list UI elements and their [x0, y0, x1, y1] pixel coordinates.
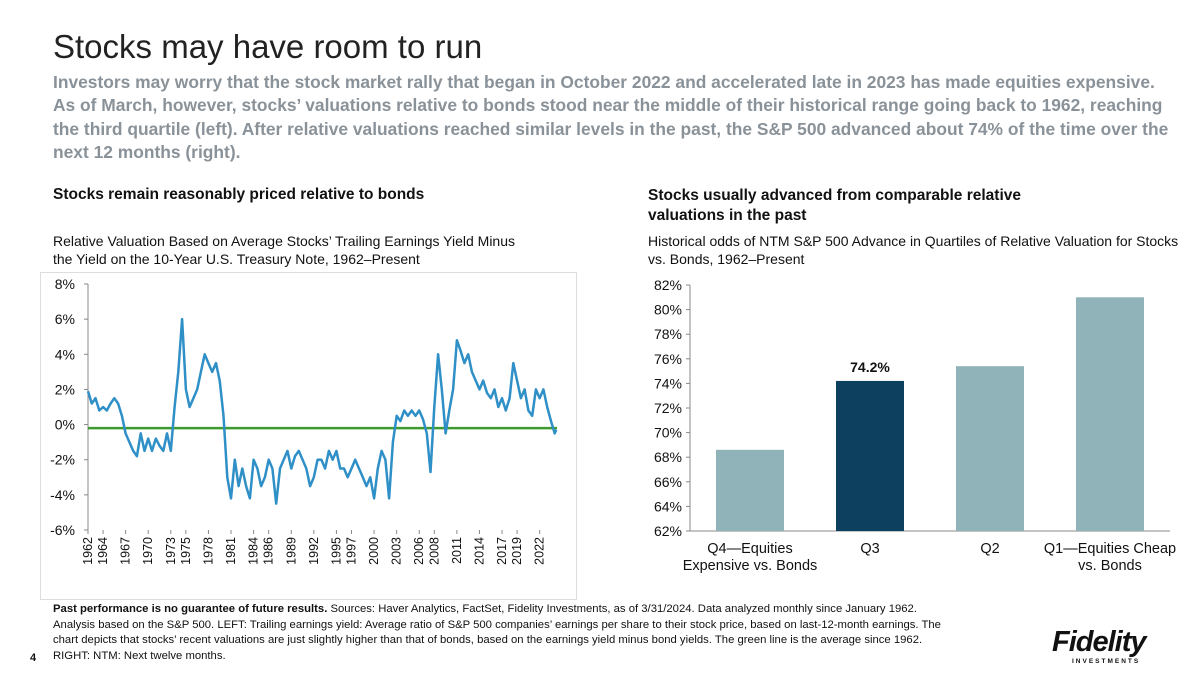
x-tick-label: 1989: [284, 537, 298, 565]
footnote-text: Sources: Haver Analytics, FactSet, Fidel…: [53, 603, 941, 662]
y-tick-label: 68%: [654, 449, 682, 465]
y-tick-label: 82%: [654, 277, 682, 293]
x-tick-label: 2003: [390, 537, 404, 565]
x-tick-label: 1981: [224, 537, 238, 565]
x-tick-label: 1986: [262, 537, 276, 565]
x-tick-label: 1978: [201, 537, 215, 565]
x-tick-label: Q4—Equities Expensive vs. Bonds: [682, 541, 818, 574]
y-tick-label: 2%: [55, 381, 75, 397]
chart-frame: [40, 272, 577, 600]
bar: [836, 380, 904, 531]
y-tick-label: 8%: [55, 276, 75, 292]
x-tick-label: 2011: [450, 537, 464, 564]
logo-tagline: INVESTMENTS: [1072, 658, 1141, 665]
x-tick-label: 2014: [472, 537, 486, 565]
y-tick-label: 6%: [55, 311, 75, 327]
x-tick-label: 1997: [344, 537, 358, 565]
y-tick-label: 76%: [654, 351, 682, 367]
x-tick-label: 1964: [96, 537, 110, 565]
footnote: Past performance is no guarantee of futu…: [53, 602, 943, 664]
y-tick-label: 62%: [654, 523, 682, 539]
x-tick-label: 1962: [81, 537, 95, 565]
page-number: 4: [30, 652, 37, 664]
x-tick-label: Q2: [980, 541, 1000, 557]
x-tick-label: 1995: [329, 537, 343, 565]
y-tick-label: 74%: [654, 375, 682, 391]
y-tick-label: 70%: [654, 425, 682, 441]
x-tick-label: 1975: [179, 537, 193, 565]
x-tick-label: 2019: [510, 537, 524, 565]
y-tick-label: 66%: [654, 474, 682, 490]
x-tick-label: 1992: [307, 537, 321, 565]
x-tick-label: 1967: [119, 537, 133, 565]
y-tick-label: 72%: [654, 400, 682, 416]
slide-title: Stocks may have room to run: [53, 28, 483, 65]
x-tick-label: 2022: [533, 537, 547, 565]
y-tick-label: -6%: [50, 522, 75, 538]
chart-subtitle: Relative Valuation Based on Average Stoc…: [53, 233, 516, 267]
bar: [1076, 297, 1144, 531]
x-tick-label: 1970: [141, 537, 155, 565]
footnote-bold: Past performance is no guarantee of futu…: [53, 603, 328, 615]
chart-title: Stocks remain reasonably priced relative…: [53, 186, 425, 203]
slide-subtitle: Investors may worry that the stock marke…: [53, 72, 1169, 162]
x-tick-label: 2006: [412, 537, 426, 565]
x-tick-label: 2017: [495, 537, 509, 565]
bar: [716, 449, 784, 531]
value-label: 74.2%: [850, 359, 890, 375]
y-tick-label: 80%: [654, 302, 682, 318]
y-tick-label: -2%: [50, 452, 75, 468]
data-line: [86, 317, 558, 505]
chart-subtitle: Historical odds of NTM S&P 500 Advance i…: [648, 233, 1179, 267]
bar: [956, 366, 1024, 531]
y-tick-label: 64%: [654, 498, 682, 514]
x-tick-label: 2008: [427, 537, 441, 565]
y-tick-label: 78%: [654, 326, 682, 342]
y-tick-label: -4%: [50, 487, 75, 503]
y-tick-label: 0%: [55, 417, 75, 433]
logo-name: Fidelity: [1052, 626, 1147, 658]
y-tick-label: 4%: [55, 346, 75, 362]
x-tick-label: 1984: [247, 537, 261, 565]
x-tick-label: 2000: [367, 537, 381, 565]
x-tick-label: Q1—Equities Cheap vs. Bonds: [1043, 541, 1177, 574]
x-tick-label: Q3: [860, 541, 880, 557]
x-tick-label: 1973: [164, 537, 178, 565]
chart-title: Stocks usually advanced from comparable …: [648, 187, 1022, 224]
